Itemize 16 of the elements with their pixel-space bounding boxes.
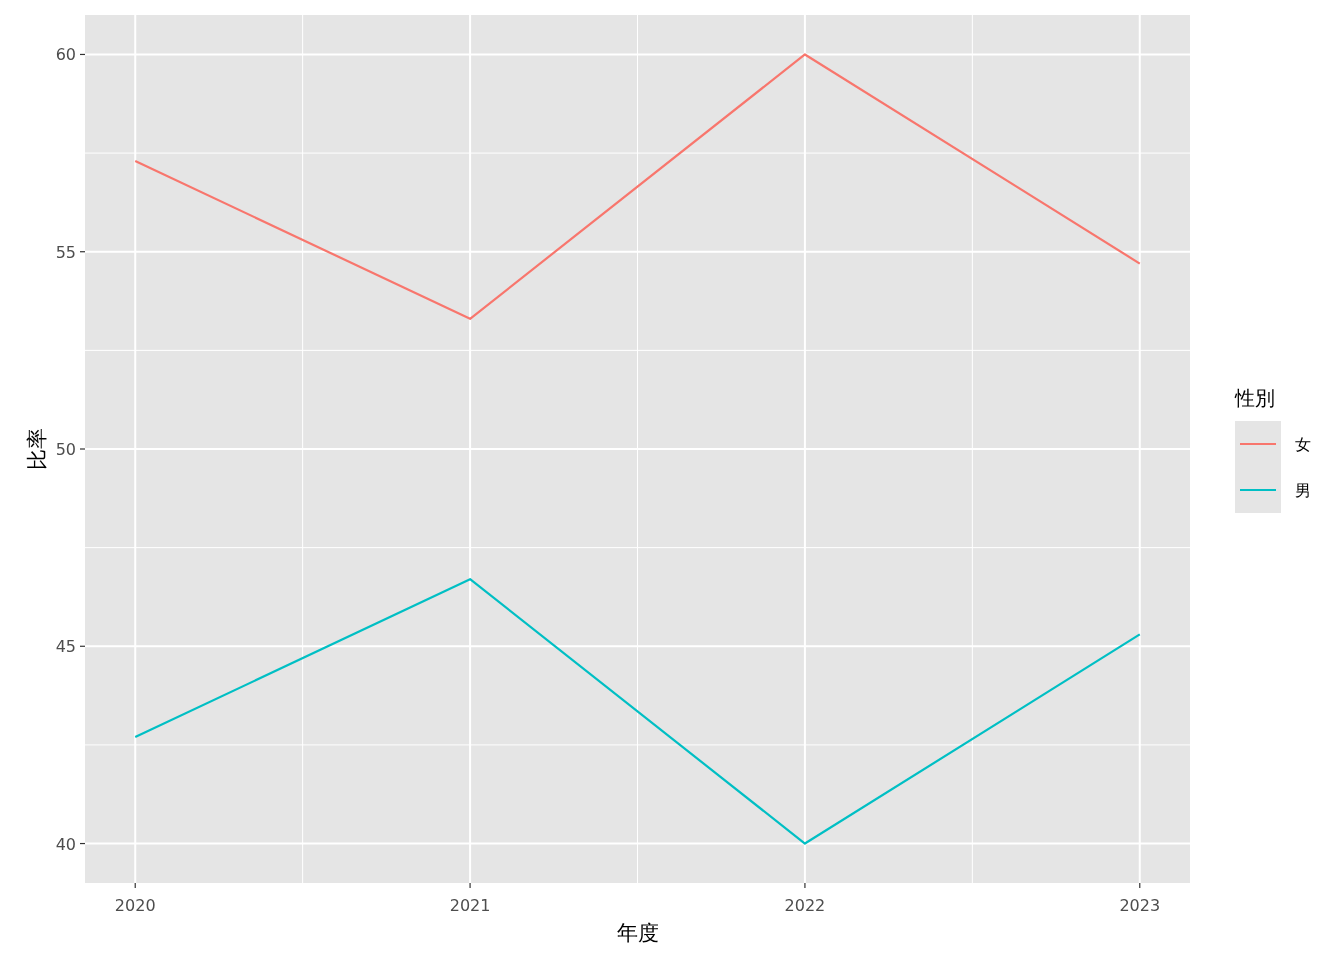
x-tick-label: 2023	[1119, 896, 1161, 915]
y-tick-label: 50	[55, 440, 76, 459]
y-axis-title: 比率	[25, 428, 49, 470]
x-tick-label: 2021	[449, 896, 491, 915]
legend-label: 女	[1295, 435, 1311, 454]
line-series	[134, 53, 1141, 320]
legend-label: 男	[1295, 481, 1311, 500]
y-tick-label: 40	[55, 834, 76, 854]
line-series	[134, 578, 1141, 845]
x-tick-label: 2020	[114, 896, 156, 915]
legend-title: 性別	[1234, 386, 1275, 410]
x-tick-label: 2022	[784, 896, 826, 915]
y-tick-label: 60	[55, 45, 76, 65]
y-tick-label: 55	[55, 242, 76, 262]
x-axis-title: 年度	[616, 921, 659, 945]
y-tick-label: 45	[55, 637, 76, 657]
